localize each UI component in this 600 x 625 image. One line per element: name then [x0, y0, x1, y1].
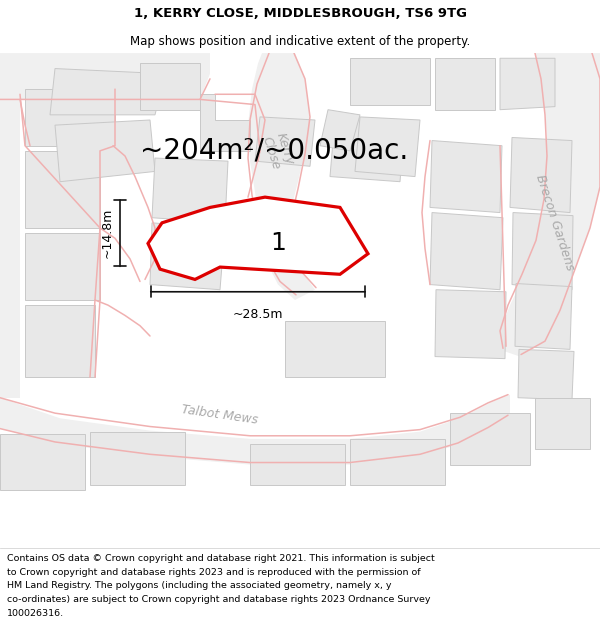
Polygon shape [450, 413, 530, 464]
Polygon shape [25, 233, 100, 300]
Polygon shape [150, 223, 225, 290]
Polygon shape [500, 58, 555, 110]
Text: ~28.5m: ~28.5m [233, 308, 283, 321]
Polygon shape [0, 394, 510, 464]
Polygon shape [330, 117, 405, 182]
Polygon shape [55, 120, 155, 182]
Text: 1: 1 [270, 231, 286, 256]
Text: ~204m²/~0.050ac.: ~204m²/~0.050ac. [140, 137, 408, 165]
Polygon shape [430, 213, 503, 290]
Polygon shape [25, 305, 95, 377]
Text: 1, KERRY CLOSE, MIDDLESBROUGH, TS6 9TG: 1, KERRY CLOSE, MIDDLESBROUGH, TS6 9TG [133, 7, 467, 20]
Polygon shape [0, 99, 20, 398]
Polygon shape [320, 110, 360, 151]
Polygon shape [535, 398, 590, 449]
Polygon shape [510, 138, 572, 212]
Polygon shape [248, 53, 315, 300]
Polygon shape [200, 94, 250, 151]
Polygon shape [500, 53, 600, 357]
Text: Map shows position and indicative extent of the property.: Map shows position and indicative extent… [130, 35, 470, 48]
Polygon shape [25, 151, 100, 228]
Text: ~14.8m: ~14.8m [101, 208, 114, 258]
Polygon shape [0, 53, 210, 99]
Polygon shape [435, 290, 506, 359]
Polygon shape [355, 117, 420, 176]
Polygon shape [435, 58, 495, 110]
Polygon shape [250, 444, 345, 485]
Text: co-ordinates) are subject to Crown copyright and database rights 2023 Ordnance S: co-ordinates) are subject to Crown copyr… [7, 595, 431, 604]
Polygon shape [285, 321, 385, 377]
Polygon shape [25, 89, 115, 146]
Polygon shape [50, 69, 165, 115]
Text: 100026316.: 100026316. [7, 609, 64, 618]
Polygon shape [512, 213, 573, 290]
Polygon shape [515, 284, 572, 349]
Polygon shape [0, 434, 85, 490]
Polygon shape [350, 58, 430, 104]
Text: Contains OS data © Crown copyright and database right 2021. This information is : Contains OS data © Crown copyright and d… [7, 554, 435, 563]
Text: to Crown copyright and database rights 2023 and is reproduced with the permissio: to Crown copyright and database rights 2… [7, 568, 421, 577]
Polygon shape [255, 117, 315, 166]
Polygon shape [430, 141, 502, 212]
Polygon shape [148, 197, 368, 279]
Text: HM Land Registry. The polygons (including the associated geometry, namely x, y: HM Land Registry. The polygons (includin… [7, 581, 392, 590]
Polygon shape [518, 349, 574, 400]
Polygon shape [152, 158, 228, 223]
Polygon shape [90, 432, 185, 485]
Text: Talbot Mews: Talbot Mews [181, 403, 259, 427]
Text: Kerry
Close: Kerry Close [259, 130, 296, 171]
Polygon shape [140, 63, 200, 110]
Polygon shape [350, 439, 445, 485]
Text: Brecon Gardens: Brecon Gardens [533, 173, 577, 272]
